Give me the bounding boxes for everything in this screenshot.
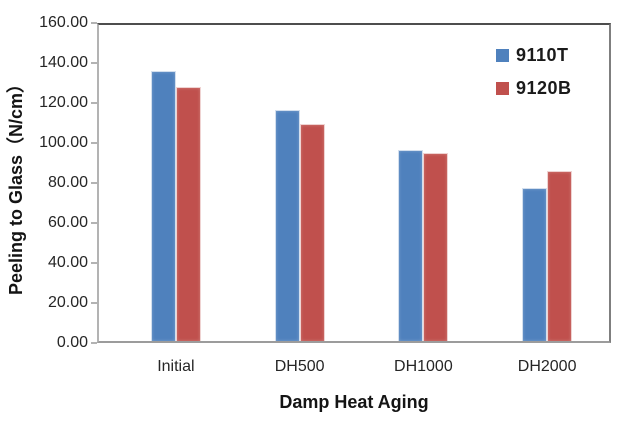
legend-swatch-icon (496, 48, 509, 62)
legend-label: 9120B (516, 77, 572, 98)
legend-label: 9110T (516, 44, 569, 65)
x-category-label-dh2000: DH2000 (517, 358, 577, 375)
bar-group-initial (114, 25, 238, 341)
bar-9120b-initial (175, 87, 201, 341)
y-tick-label: 160.00 (39, 14, 88, 31)
bar-9110t-dh2000 (522, 187, 548, 341)
bar-9110t-dh500 (274, 109, 300, 341)
bar-group-dh2000 (485, 25, 609, 341)
x-axis-labels: Initial DH500 DH1000 DH2000 (114, 358, 609, 376)
bars-container (114, 25, 609, 341)
bar-9120b-dh500 (299, 123, 325, 341)
x-category-label-initial: Initial (157, 358, 195, 375)
bar-group-dh500 (238, 25, 362, 341)
bar-9120b-dh1000 (423, 153, 449, 341)
y-axis-title: Peeling to Glass（N/cm） (6, 74, 26, 296)
plot-area: 9110T 9120B (97, 23, 611, 343)
legend: 9110T 9120B (496, 43, 572, 100)
bar-9120b-dh2000 (547, 171, 573, 341)
bar-9110t-initial (150, 71, 176, 341)
x-category-label-dh1000: DH1000 (394, 358, 453, 375)
y-tick-label: 0.00 (56, 334, 88, 351)
legend-item-9120b: 9120B (496, 76, 572, 100)
bar-9110t-dh1000 (398, 150, 424, 341)
bar-group-dh1000 (362, 25, 486, 341)
x-axis-title: Damp Heat Aging (279, 392, 429, 412)
x-category-label-dh500: DH500 (274, 358, 325, 375)
legend-item-9110t: 9110T (496, 43, 572, 67)
legend-swatch-icon (496, 81, 509, 95)
